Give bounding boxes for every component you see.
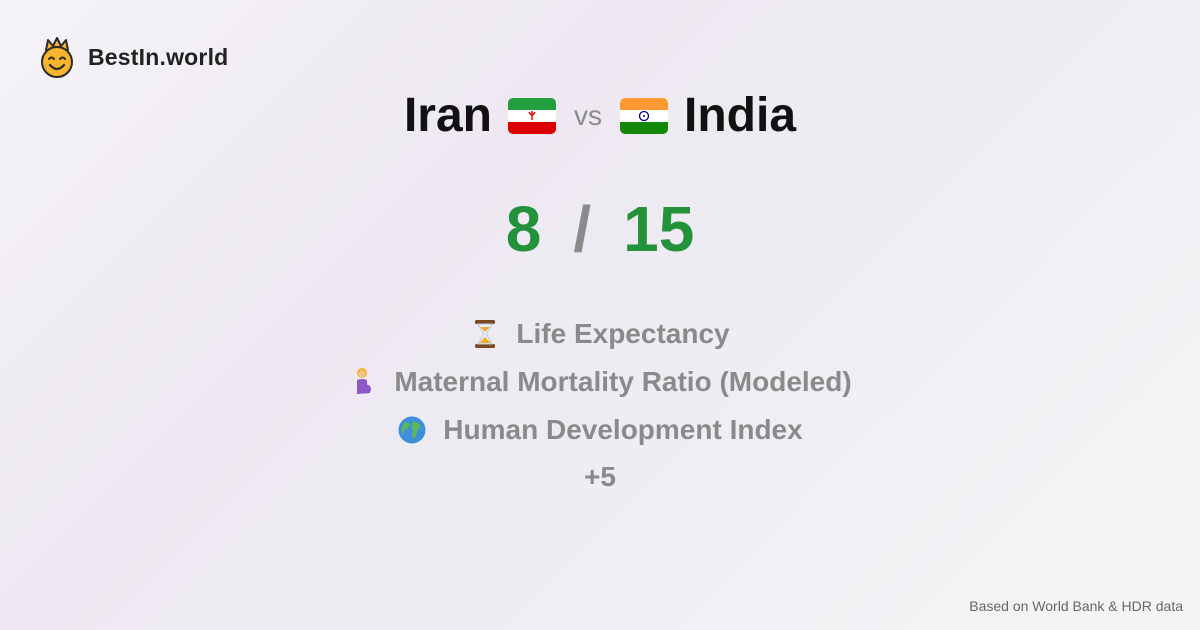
hourglass-icon [475,320,496,348]
brand: BestIn.world [38,36,228,78]
metric-label: Maternal Mortality Ratio (Modeled) [394,366,852,397]
metrics-list: Life Expectancy Maternal Mortality Ratio… [0,310,1200,500]
country-right-name: India [684,89,797,142]
globe-icon [398,416,426,444]
score-left: 8 [505,193,542,265]
crown-smiley-icon [41,37,73,78]
comparison-title: Iran vs India [0,88,1200,143]
metric-maternal-mortality: Maternal Mortality Ratio (Modeled) [348,358,852,406]
metric-label: Human Development Index [443,414,803,445]
score-separator: / [573,193,592,265]
iran-flag-icon [508,97,556,134]
pregnant-woman-icon [357,368,372,394]
metric-label: Life Expectancy [516,318,730,349]
vs-label: vs [574,99,602,131]
metric-life-expectancy: Life Expectancy [470,310,730,358]
more-metrics-count: +5 [584,461,616,492]
metric-human-development-index: Human Development Index [397,406,803,454]
data-source-note: Based on World Bank & HDR data [969,598,1183,614]
brand-name: BestIn.world [88,43,229,70]
score-right: 15 [623,193,695,265]
india-flag-icon [620,97,668,134]
country-left-name: Iran [403,89,492,142]
score: 8 / 15 [0,192,1200,266]
